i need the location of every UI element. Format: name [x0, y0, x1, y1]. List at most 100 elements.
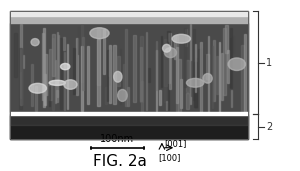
Bar — [10, 114, 248, 139]
Text: [100]: [100] — [158, 153, 180, 162]
Bar — [10, 11, 248, 139]
Bar — [167, 31, 170, 46]
Ellipse shape — [31, 39, 39, 46]
Bar — [45, 54, 48, 95]
Bar — [176, 35, 178, 112]
Bar — [206, 55, 208, 74]
Bar — [125, 29, 127, 106]
Bar — [31, 64, 33, 106]
Bar — [109, 51, 111, 76]
Bar — [10, 23, 248, 114]
Bar — [241, 45, 244, 111]
Bar — [10, 11, 248, 23]
Bar — [146, 32, 147, 110]
Bar — [200, 42, 202, 113]
Ellipse shape — [172, 34, 190, 43]
Bar — [213, 40, 215, 101]
Bar — [225, 25, 227, 53]
Bar — [156, 50, 157, 111]
Ellipse shape — [61, 63, 70, 70]
Bar — [201, 43, 203, 72]
Ellipse shape — [203, 74, 212, 83]
Bar — [79, 27, 80, 54]
Text: FIG. 2a: FIG. 2a — [93, 154, 147, 169]
Bar — [81, 45, 83, 111]
Bar — [141, 81, 143, 112]
Bar — [63, 37, 65, 50]
Bar — [194, 29, 195, 100]
Bar — [180, 80, 182, 108]
Bar — [186, 93, 189, 109]
Bar — [34, 86, 37, 111]
Bar — [20, 24, 22, 105]
Bar — [201, 48, 203, 113]
Text: 100nm: 100nm — [100, 134, 134, 144]
Bar — [166, 101, 167, 110]
Bar — [10, 11, 248, 139]
Ellipse shape — [118, 89, 127, 101]
Bar — [117, 56, 120, 86]
Bar — [67, 44, 68, 109]
Bar — [14, 34, 17, 77]
Bar — [82, 37, 84, 90]
Bar — [87, 46, 89, 104]
Bar — [57, 31, 58, 97]
Bar — [113, 44, 116, 104]
Text: 1: 1 — [266, 58, 272, 68]
Bar — [186, 60, 189, 92]
Bar — [212, 46, 213, 108]
Bar — [169, 32, 171, 89]
Bar — [73, 48, 75, 94]
Bar — [164, 39, 167, 86]
Bar — [58, 35, 59, 80]
Bar — [10, 11, 248, 16]
Ellipse shape — [164, 48, 176, 58]
Bar — [167, 42, 169, 58]
Bar — [23, 55, 24, 68]
Bar — [76, 38, 78, 95]
Ellipse shape — [114, 71, 122, 82]
Bar — [221, 54, 223, 100]
Bar — [19, 48, 22, 109]
Bar — [140, 36, 143, 102]
Bar — [50, 49, 52, 100]
Bar — [161, 36, 162, 87]
Bar — [232, 36, 234, 53]
Bar — [10, 116, 248, 125]
Bar — [97, 39, 100, 107]
Bar — [44, 54, 47, 95]
Bar — [230, 38, 231, 87]
Bar — [55, 60, 56, 103]
Ellipse shape — [228, 58, 245, 70]
Bar — [178, 59, 181, 112]
Bar — [195, 44, 196, 92]
Bar — [105, 87, 107, 104]
Bar — [174, 36, 176, 60]
Text: 2: 2 — [266, 122, 272, 131]
Bar — [61, 38, 62, 109]
Bar — [206, 54, 209, 79]
Bar — [52, 34, 56, 76]
Bar — [191, 61, 192, 96]
Bar — [164, 60, 167, 102]
Ellipse shape — [49, 80, 65, 86]
Bar — [159, 90, 161, 105]
Bar — [44, 74, 46, 105]
Bar — [184, 28, 186, 87]
Bar — [231, 90, 232, 107]
Bar — [123, 64, 125, 90]
Bar — [224, 28, 226, 95]
Bar — [107, 50, 108, 101]
Bar — [216, 56, 218, 94]
Bar — [56, 90, 58, 102]
Bar — [176, 47, 178, 103]
Text: [001]: [001] — [164, 139, 187, 148]
Bar — [97, 29, 100, 85]
Bar — [109, 45, 111, 103]
Bar — [230, 28, 232, 88]
Ellipse shape — [187, 78, 204, 87]
Bar — [156, 41, 158, 90]
Ellipse shape — [163, 44, 171, 52]
Bar — [109, 49, 110, 85]
Bar — [244, 34, 246, 112]
